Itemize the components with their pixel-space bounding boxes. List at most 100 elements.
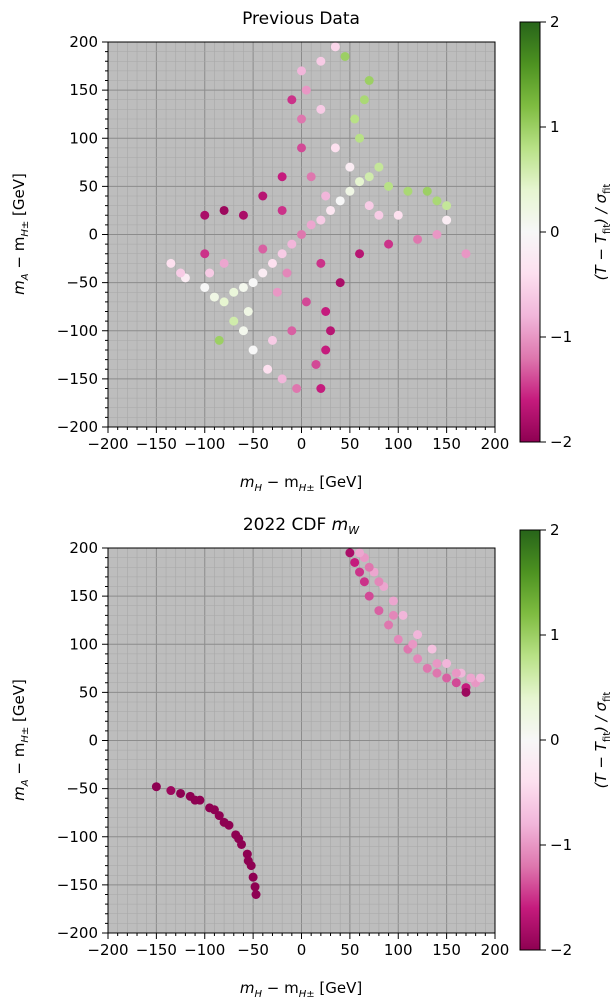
scatter-points [151,548,485,899]
x-axis-label: mH − mH± [GeV] [240,979,362,998]
data-point [345,186,355,196]
data-point [398,610,408,620]
data-point [306,172,316,182]
data-point [243,856,253,866]
data-point [350,114,360,124]
x-tick-label: −150 [136,435,177,453]
data-point [287,239,297,249]
data-point [190,795,200,805]
data-point [287,95,297,105]
data-point [292,384,302,393]
data-point [263,364,273,374]
data-point [238,326,248,336]
y-axis-ticks: −200 −150 −100 −50 0 50 100 150 200 [57,33,108,436]
x-tick-label: 50 [340,435,359,453]
x-tick-label: −50 [237,435,269,453]
data-point [461,249,471,259]
data-point [355,548,365,558]
data-point [248,278,258,288]
y-tick-label: 200 [69,33,98,51]
data-point [248,872,258,882]
data-point [384,620,394,630]
colorbar-tick-label: −1 [550,328,572,346]
y-axis-label: mA − mH± [GeV] [10,679,31,801]
data-point [176,268,186,278]
data-point [258,191,268,201]
data-point [451,668,461,678]
data-point [326,205,336,215]
data-point [297,230,306,239]
data-point [200,249,210,259]
data-point [229,316,239,326]
data-point [384,239,394,249]
data-point [393,210,403,220]
data-point [229,287,239,297]
x-tick-label: −200 [87,941,128,959]
data-point [272,287,282,297]
y-tick-label: 0 [88,226,98,244]
data-point [364,591,374,601]
x-axis-label: mH − mH± [GeV] [240,473,362,494]
data-point [461,687,471,697]
data-point [321,191,331,201]
data-point [214,335,224,345]
y-axis-ticks: −200 −150 −100 −50 0 50 100 150 200 [57,539,108,942]
data-point [267,258,277,268]
x-tick-label: 100 [384,435,413,453]
colorbar-tick-label: 0 [550,223,560,241]
colorbar-tick-label: 0 [550,731,560,749]
data-point [200,210,210,220]
colorbar-bottom: −2 −1 0 1 2 (T − Tfit) / σfit [519,521,613,959]
data-point [393,634,403,644]
colorbar-label: (T − Tfit) / σfit [592,184,613,281]
x-tick-label: −100 [184,435,225,453]
x-tick-label: 0 [297,435,307,453]
data-point [321,345,331,355]
y-tick-label: −50 [66,780,98,798]
panel-2022-cdf-mw: 2022 CDF mW −200 −150 −100 −50 0 50 100 150 200 … [10,515,509,998]
colorbar-tick-label: −1 [550,836,572,854]
data-point [374,606,384,616]
data-point [297,66,306,76]
y-tick-label: 150 [69,587,98,605]
data-point [442,201,452,211]
data-point [408,639,418,649]
data-point [442,659,452,668]
data-point [355,567,365,577]
data-point [466,673,476,683]
y-tick-label: −200 [57,924,98,942]
data-point [238,210,248,220]
data-point [388,610,398,620]
data-point [316,384,326,393]
data-point [374,210,384,220]
data-point [432,668,442,678]
data-point [413,654,423,664]
data-point [374,162,384,172]
data-point [287,326,297,336]
y-axis-label: mA − mH± [GeV] [10,173,31,295]
grid [107,41,496,428]
data-point [242,849,252,859]
data-point [413,234,423,244]
data-point [432,196,442,206]
data-point [384,181,394,191]
x-tick-label: 150 [432,941,461,959]
data-point [219,297,229,307]
y-tick-label: −100 [57,322,98,340]
grid [107,547,496,934]
colorbar-tick-label: 1 [550,626,560,644]
data-point [364,562,374,572]
data-point [243,307,253,316]
data-point [355,249,365,259]
data-point [355,177,365,187]
data-point [432,659,442,668]
x-tick-label: 200 [481,435,510,453]
data-point [251,890,261,899]
data-point [374,577,384,587]
data-point [330,143,340,153]
data-point [306,220,316,230]
data-point [258,268,268,278]
data-point [413,630,423,640]
panel-previous-data: Previous Data −200 −150 −100 −50 0 50 100 150 20… [10,9,509,494]
